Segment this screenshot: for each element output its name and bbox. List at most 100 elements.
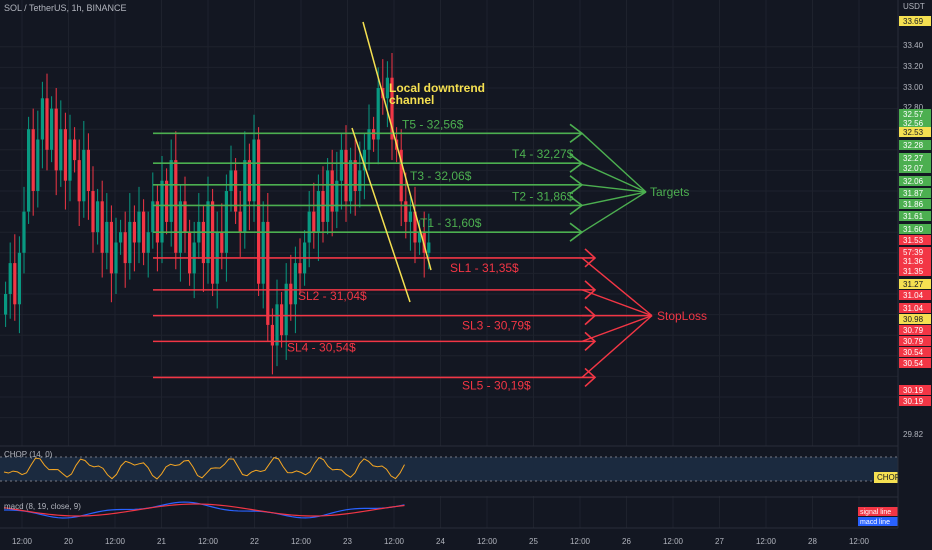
candle-body <box>13 263 17 305</box>
price-badge-bg <box>899 325 931 335</box>
price-badge: 31.60 <box>903 225 924 234</box>
candle-body <box>247 160 251 202</box>
time-tick: 12:00 <box>291 537 312 546</box>
top-badge-bg <box>899 16 931 26</box>
target-fan-line <box>581 162 647 193</box>
candle-body <box>86 149 90 191</box>
time-tick: 12:00 <box>105 537 126 546</box>
price-badge: 31.61 <box>903 212 924 221</box>
candle-body <box>390 77 394 140</box>
chop-line <box>3 456 405 480</box>
candle-body <box>344 149 348 202</box>
candle-body <box>63 129 67 181</box>
stoploss-fan-line <box>581 289 653 317</box>
candle-body <box>96 201 100 233</box>
candle-body <box>289 283 293 305</box>
indicator-panes: CHOP (14, 0)60.00CHOPmacd (8, 19, close,… <box>0 445 924 526</box>
price-badge: 31.04 <box>903 291 924 300</box>
price-badge: 30.19 <box>903 386 924 395</box>
trade-levels: T1 - 31,60$ T2 - 31,86$ T3 - 32,06$ T4 - 32… <box>153 117 707 392</box>
stoploss-label: SL4 - 30,54$ <box>287 340 356 354</box>
price-badge: 31.35 <box>903 267 924 276</box>
signal-line <box>3 503 405 517</box>
price-badge: 31.87 <box>903 189 924 198</box>
candles <box>4 52 431 375</box>
candle-body <box>270 324 274 346</box>
candle-body <box>399 149 403 202</box>
candle-body <box>82 149 86 202</box>
time-tick: 12:00 <box>570 537 591 546</box>
candle-body <box>275 304 279 346</box>
candle-body <box>8 263 12 294</box>
time-tick: 22 <box>250 537 259 546</box>
macd-badge: macd line <box>860 519 890 526</box>
stoploss-arrowhead <box>584 280 597 300</box>
time-tick: 12:00 <box>756 537 777 546</box>
candle-body <box>312 211 316 233</box>
price-badge-bg <box>899 266 931 276</box>
candle-body <box>40 98 44 140</box>
time-tick: 28 <box>808 537 817 546</box>
price-badge-bg <box>899 211 931 221</box>
stoploss-fan-line <box>581 315 653 378</box>
price-badge: 32.28 <box>903 141 924 150</box>
candle-body <box>418 232 422 243</box>
candle-body <box>45 98 49 150</box>
candle-body <box>188 232 192 274</box>
candle-body <box>178 201 182 253</box>
candle-body <box>372 129 376 140</box>
stoploss-title: StopLoss <box>657 309 707 323</box>
candle-body <box>413 211 417 243</box>
price-badge-bg <box>899 199 931 209</box>
channel-label-1: Local downtrend <box>389 81 485 95</box>
price-badge-bg <box>899 247 931 257</box>
candle-body <box>252 139 256 202</box>
time-tick: 12:00 <box>198 537 219 546</box>
candle-body <box>169 160 173 222</box>
price-tick: 33.40 <box>903 41 924 50</box>
macd-title: macd (8, 19, close, 9) <box>4 502 81 511</box>
stoploss-label: SL3 - 30,79$ <box>462 319 531 333</box>
price-badge-bg <box>899 176 931 186</box>
candle-body <box>266 221 270 325</box>
candle-body <box>59 129 63 171</box>
candle-body <box>73 139 77 161</box>
price-badge: 31.04 <box>903 304 924 313</box>
candle-body <box>280 304 284 336</box>
target-label: T3 - 32,06$ <box>410 169 472 183</box>
time-tick: 27 <box>715 537 724 546</box>
time-axis[interactable]: 12:00 20 12:00 21 12:00 22 12:00 23 12:00 24 12:00… <box>0 527 898 546</box>
target-label: T1 - 31,60$ <box>420 216 482 230</box>
channel-upper-line <box>362 21 432 271</box>
candle-body <box>105 221 109 253</box>
target-label: T4 - 32,27$ <box>512 147 574 161</box>
macd-badge-bg <box>858 517 898 526</box>
price-badge-bg <box>899 188 931 198</box>
price-badge: 32.56 <box>903 119 924 128</box>
price-badge: 31.86 <box>903 200 924 209</box>
candle-body <box>385 77 389 99</box>
candle-body <box>50 108 54 150</box>
candle-body <box>321 191 325 222</box>
candle-body <box>229 170 233 191</box>
price-badge-bg <box>899 358 931 368</box>
candle-body <box>261 221 265 284</box>
time-tick: 12:00 <box>477 537 498 546</box>
candle-body <box>4 294 8 315</box>
stoploss-label: SL5 - 30,19$ <box>462 378 531 392</box>
candle-body <box>298 263 302 274</box>
price-tick: 32.80 <box>903 103 924 112</box>
price-axis[interactable]: 33.40 33.20 33.00 32.80 29.82 33.69 32.5732.56… <box>897 0 932 550</box>
signal-badge-bg <box>858 507 898 516</box>
candle-body <box>330 170 334 212</box>
price-badge: 30.54 <box>903 359 924 368</box>
target-fan-line <box>581 191 647 233</box>
candle-body <box>77 160 81 202</box>
candle-body <box>27 129 31 212</box>
candle-body <box>353 160 357 191</box>
candle-body <box>165 180 169 222</box>
time-tick: 23 <box>343 537 352 546</box>
price-badge: 30.19 <box>903 397 924 406</box>
